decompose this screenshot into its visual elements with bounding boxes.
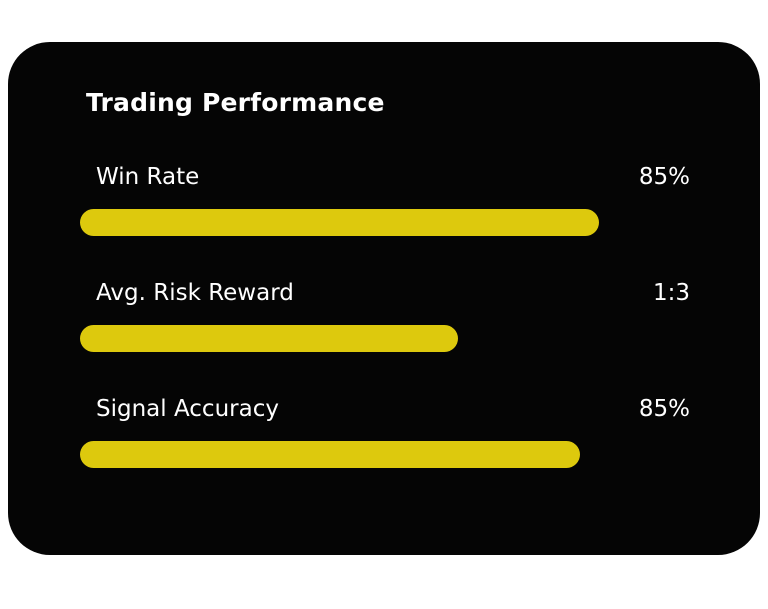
- metric-bar-fill: [80, 441, 581, 468]
- metric-label: Signal Accuracy: [96, 396, 279, 422]
- metric-header: Avg. Risk Reward 1:3: [80, 280, 690, 307]
- metric-label: Win Rate: [96, 164, 200, 190]
- metric-bar-track: [80, 441, 690, 468]
- card-title: Trading Performance: [86, 88, 385, 117]
- trading-performance-card: Trading Performance Win Rate 85% Avg. Ri…: [8, 42, 760, 555]
- metric-row-avg-risk-reward: Avg. Risk Reward 1:3: [80, 280, 690, 352]
- metric-bar-fill: [80, 325, 459, 352]
- metric-row-win-rate: Win Rate 85%: [80, 164, 690, 236]
- metric-row-signal-accuracy: Signal Accuracy 85%: [80, 396, 690, 468]
- metric-bar-track: [80, 325, 690, 352]
- metric-value: 85%: [638, 164, 690, 190]
- metric-bar-fill: [80, 209, 599, 236]
- metric-value: 1:3: [652, 280, 690, 306]
- metric-header: Win Rate 85%: [80, 164, 690, 191]
- metric-label: Avg. Risk Reward: [96, 280, 294, 306]
- metric-bar-track: [80, 209, 690, 236]
- metric-header: Signal Accuracy 85%: [80, 396, 690, 423]
- metric-value: 85%: [638, 396, 690, 422]
